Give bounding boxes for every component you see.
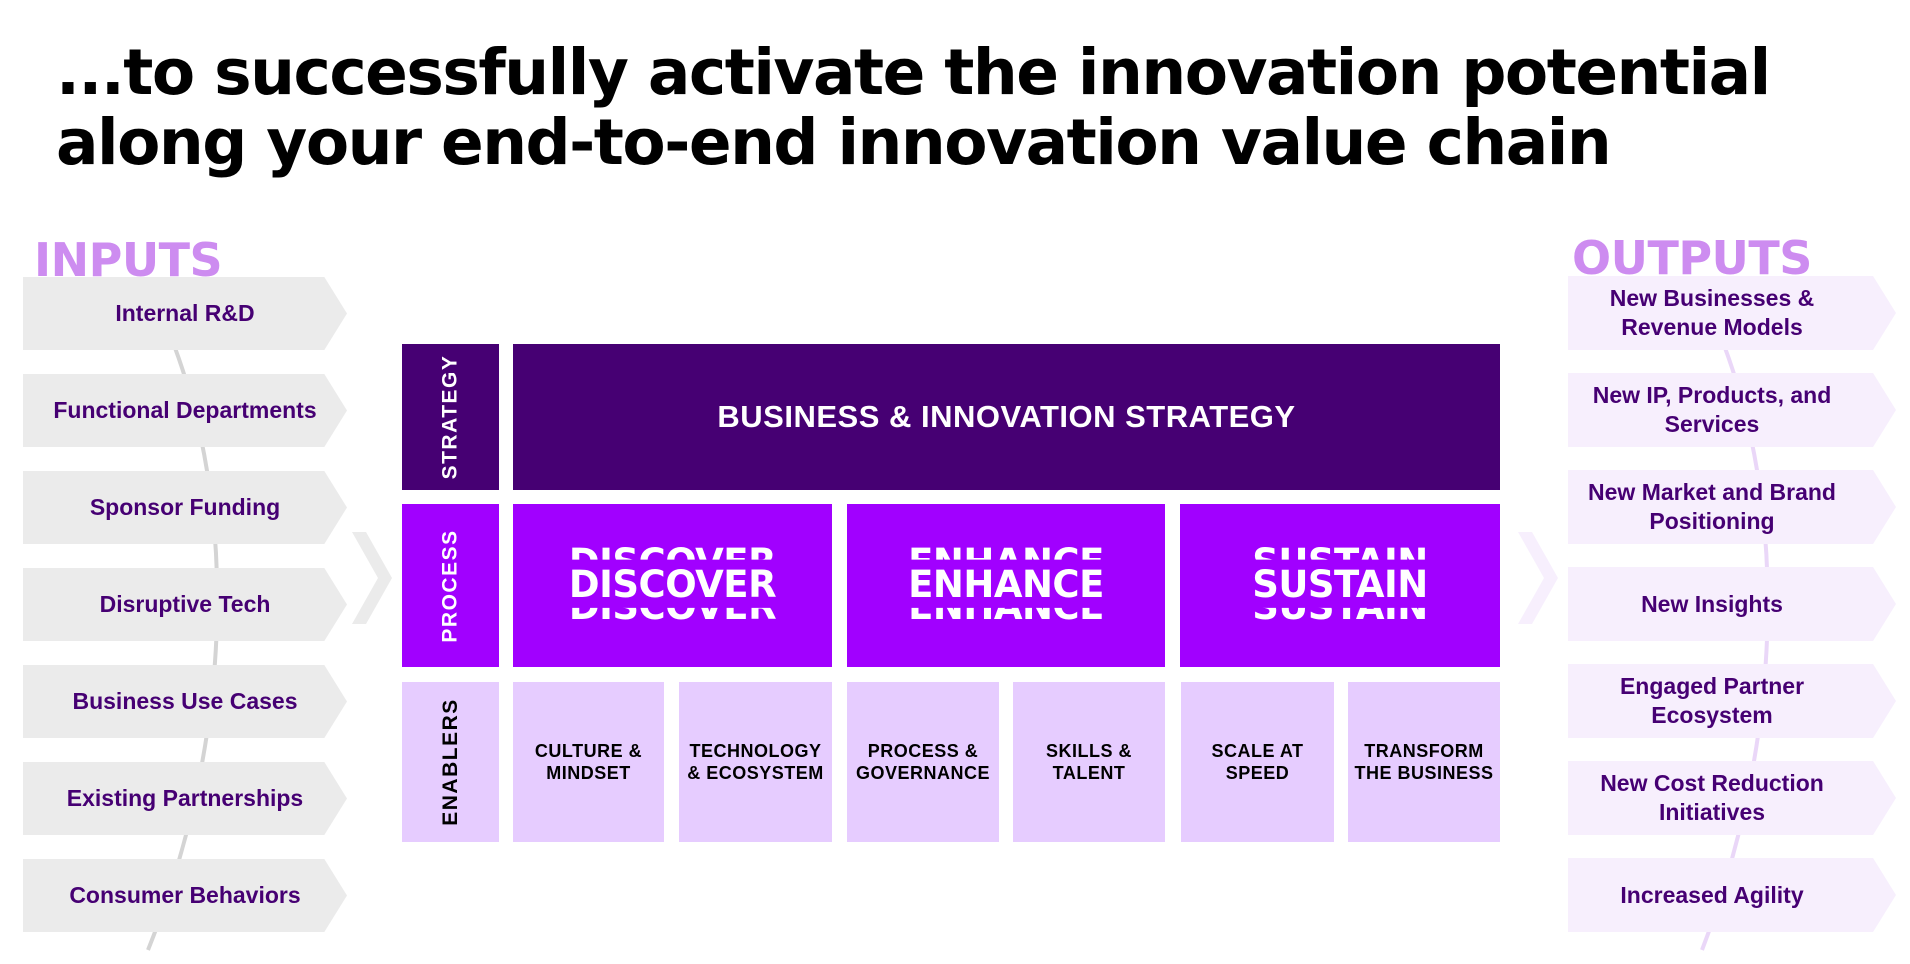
enabler-tile: CULTURE & MINDSET (513, 682, 664, 842)
inputs-heading: INPUTS (34, 233, 223, 287)
enabler-tile: SCALE AT SPEED (1181, 682, 1334, 842)
process-block-sustain: SUSTAIN SUSTAIN SUSTAIN (1180, 504, 1500, 667)
enabler-tile: SKILLS & TALENT (1013, 682, 1165, 842)
output-item: New Businesses & Revenue Models (1568, 276, 1896, 350)
process-echo-bottom: DISCOVER (568, 585, 777, 628)
enabler-label: PROCESS & GOVERNANCE (855, 741, 990, 783)
output-item: New Insights (1568, 567, 1896, 641)
process-label: SUSTAIN (1252, 563, 1428, 606)
input-item: Functional Departments (23, 374, 347, 447)
enabler-tile: TECHNOLOGY & ECOSYSTEM (679, 682, 832, 842)
input-item: Existing Partnerships (23, 762, 347, 835)
strategy-band: BUSINESS & INNOVATION STRATEGY (513, 344, 1500, 490)
flow-chevron-icon (1518, 532, 1558, 624)
process-block-discover: DISCOVER DISCOVER DISCOVER (513, 504, 832, 667)
process-label: ENHANCE (908, 563, 1104, 606)
page-title: ...to successfully activate the innovati… (56, 38, 1876, 178)
process-row-label: PROCESS (402, 504, 499, 667)
enabler-tile: TRANSFORM THE BUSINESS (1348, 682, 1500, 842)
enabler-label: SKILLS & TALENT (1045, 741, 1132, 783)
input-item: Internal R&D (23, 277, 347, 350)
enabler-label: SCALE AT SPEED (1211, 741, 1304, 783)
output-item: New IP, Products, and Services (1568, 373, 1896, 447)
enabler-label: TRANSFORM THE BUSINESS (1354, 741, 1494, 783)
enablers-label-text: ENABLERS (438, 698, 462, 826)
outputs-heading: OUTPUTS (1572, 231, 1812, 285)
strategy-label-text: STRATEGY (438, 354, 462, 480)
process-label: DISCOVER (568, 563, 777, 606)
output-item: Increased Agility (1568, 858, 1896, 932)
title-line-1: ...to successfully activate the innovati… (56, 36, 1771, 109)
process-echo-top: DISCOVER (568, 541, 777, 584)
output-item: Engaged Partner Ecosystem (1568, 664, 1896, 738)
enabler-label: TECHNOLOGY & ECOSYSTEM (687, 741, 824, 783)
process-block-enhance: ENHANCE ENHANCE ENHANCE (847, 504, 1165, 667)
process-echo-bottom: SUSTAIN (1252, 585, 1428, 628)
strategy-row-label: STRATEGY (402, 344, 499, 490)
output-item: New Cost Reduction Initiatives (1568, 761, 1896, 835)
title-line-2: along your end-to-end innovation value c… (56, 106, 1612, 179)
input-item: Sponsor Funding (23, 471, 347, 544)
process-echo-bottom: ENHANCE (908, 585, 1104, 628)
input-item: Disruptive Tech (23, 568, 347, 641)
process-echo-top: ENHANCE (908, 541, 1104, 584)
process-label-text: PROCESS (438, 528, 462, 643)
enabler-tile: PROCESS & GOVERNANCE (847, 682, 999, 842)
input-item: Business Use Cases (23, 665, 347, 738)
input-item: Consumer Behaviors (23, 859, 347, 932)
enabler-label: CULTURE & MINDSET (534, 741, 643, 783)
enablers-row-label: ENABLERS (402, 682, 499, 842)
flow-chevron-icon (352, 532, 392, 624)
process-echo-top: SUSTAIN (1252, 541, 1428, 584)
output-item: New Market and Brand Positioning (1568, 470, 1896, 544)
